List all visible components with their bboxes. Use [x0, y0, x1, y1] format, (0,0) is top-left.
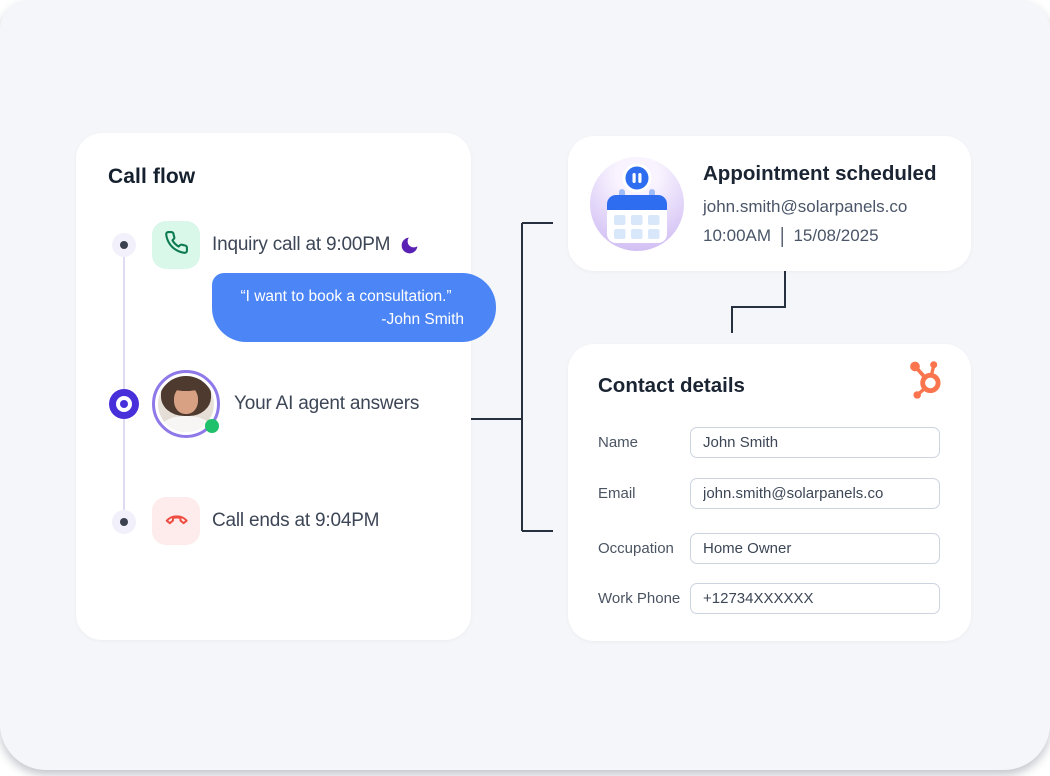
email-field[interactable]: [690, 478, 940, 509]
form-row-occupation: Occupation: [598, 533, 941, 564]
appointment-datetime: 10:00AM | 15/08/2025: [703, 223, 879, 248]
hubspot-icon: [904, 356, 948, 400]
timeline-line: [123, 245, 125, 522]
calendar-pause-icon: [590, 157, 684, 251]
step-agent-answers-label: Your AI agent answers: [234, 393, 420, 414]
timeline-dot-3: [112, 510, 136, 534]
quote-line-2: -John Smith: [381, 311, 464, 328]
step-agent-answers: Your AI agent answers: [234, 390, 419, 418]
appointment-title: Appointment scheduled: [703, 162, 937, 185]
contact-details-card: Contact details Name Email: [568, 344, 971, 641]
appointment-card: Appointment scheduled john.smith@solarpa…: [568, 136, 971, 271]
work-phone-field[interactable]: [690, 583, 940, 614]
avatar-photo: [158, 376, 214, 432]
name-field[interactable]: [690, 427, 940, 458]
call-end-icon: [163, 505, 190, 537]
datetime-separator: |: [780, 223, 785, 248]
contact-details-title: Contact details: [598, 374, 745, 397]
step-inquiry-call-label: Inquiry call at 9:00PM: [212, 234, 391, 255]
form-row-email: Email: [598, 478, 941, 509]
work-phone-label: Work Phone: [598, 590, 681, 607]
appointment-email: john.smith@solarpanels.co: [703, 197, 908, 216]
phone-icon: [164, 230, 189, 260]
occupation-label: Occupation: [598, 540, 674, 557]
name-label: Name: [598, 434, 639, 451]
inquiry-call-tile: [152, 221, 200, 269]
step-inquiry-call: Inquiry call at 9:00PM: [212, 231, 420, 259]
call-flow-title: Call flow: [108, 165, 196, 188]
ai-agent-avatar: [152, 370, 220, 438]
form-row-name: Name: [598, 427, 941, 458]
step-call-ends: Call ends at 9:04PM: [212, 507, 379, 535]
call-end-tile: [152, 497, 200, 545]
appointment-date: 15/08/2025: [793, 226, 879, 245]
moon-icon: [399, 235, 420, 256]
occupation-field[interactable]: [690, 533, 940, 564]
caller-quote-bubble: “I want to book a consultation.” -John S…: [212, 273, 496, 342]
online-status-dot: [205, 419, 219, 433]
quote-line-1: “I want to book a consultation.”: [240, 288, 452, 305]
call-flow-card: Call flow Inquiry call at 9:00PM “I want…: [76, 133, 496, 640]
email-label: Email: [598, 485, 636, 502]
timeline-dot-1: [112, 233, 136, 257]
timeline-dot-active: [109, 389, 139, 419]
appointment-time: 10:00AM: [703, 226, 772, 245]
step-call-ends-label: Call ends at 9:04PM: [212, 510, 380, 531]
form-row-work-phone: Work Phone: [598, 583, 941, 614]
